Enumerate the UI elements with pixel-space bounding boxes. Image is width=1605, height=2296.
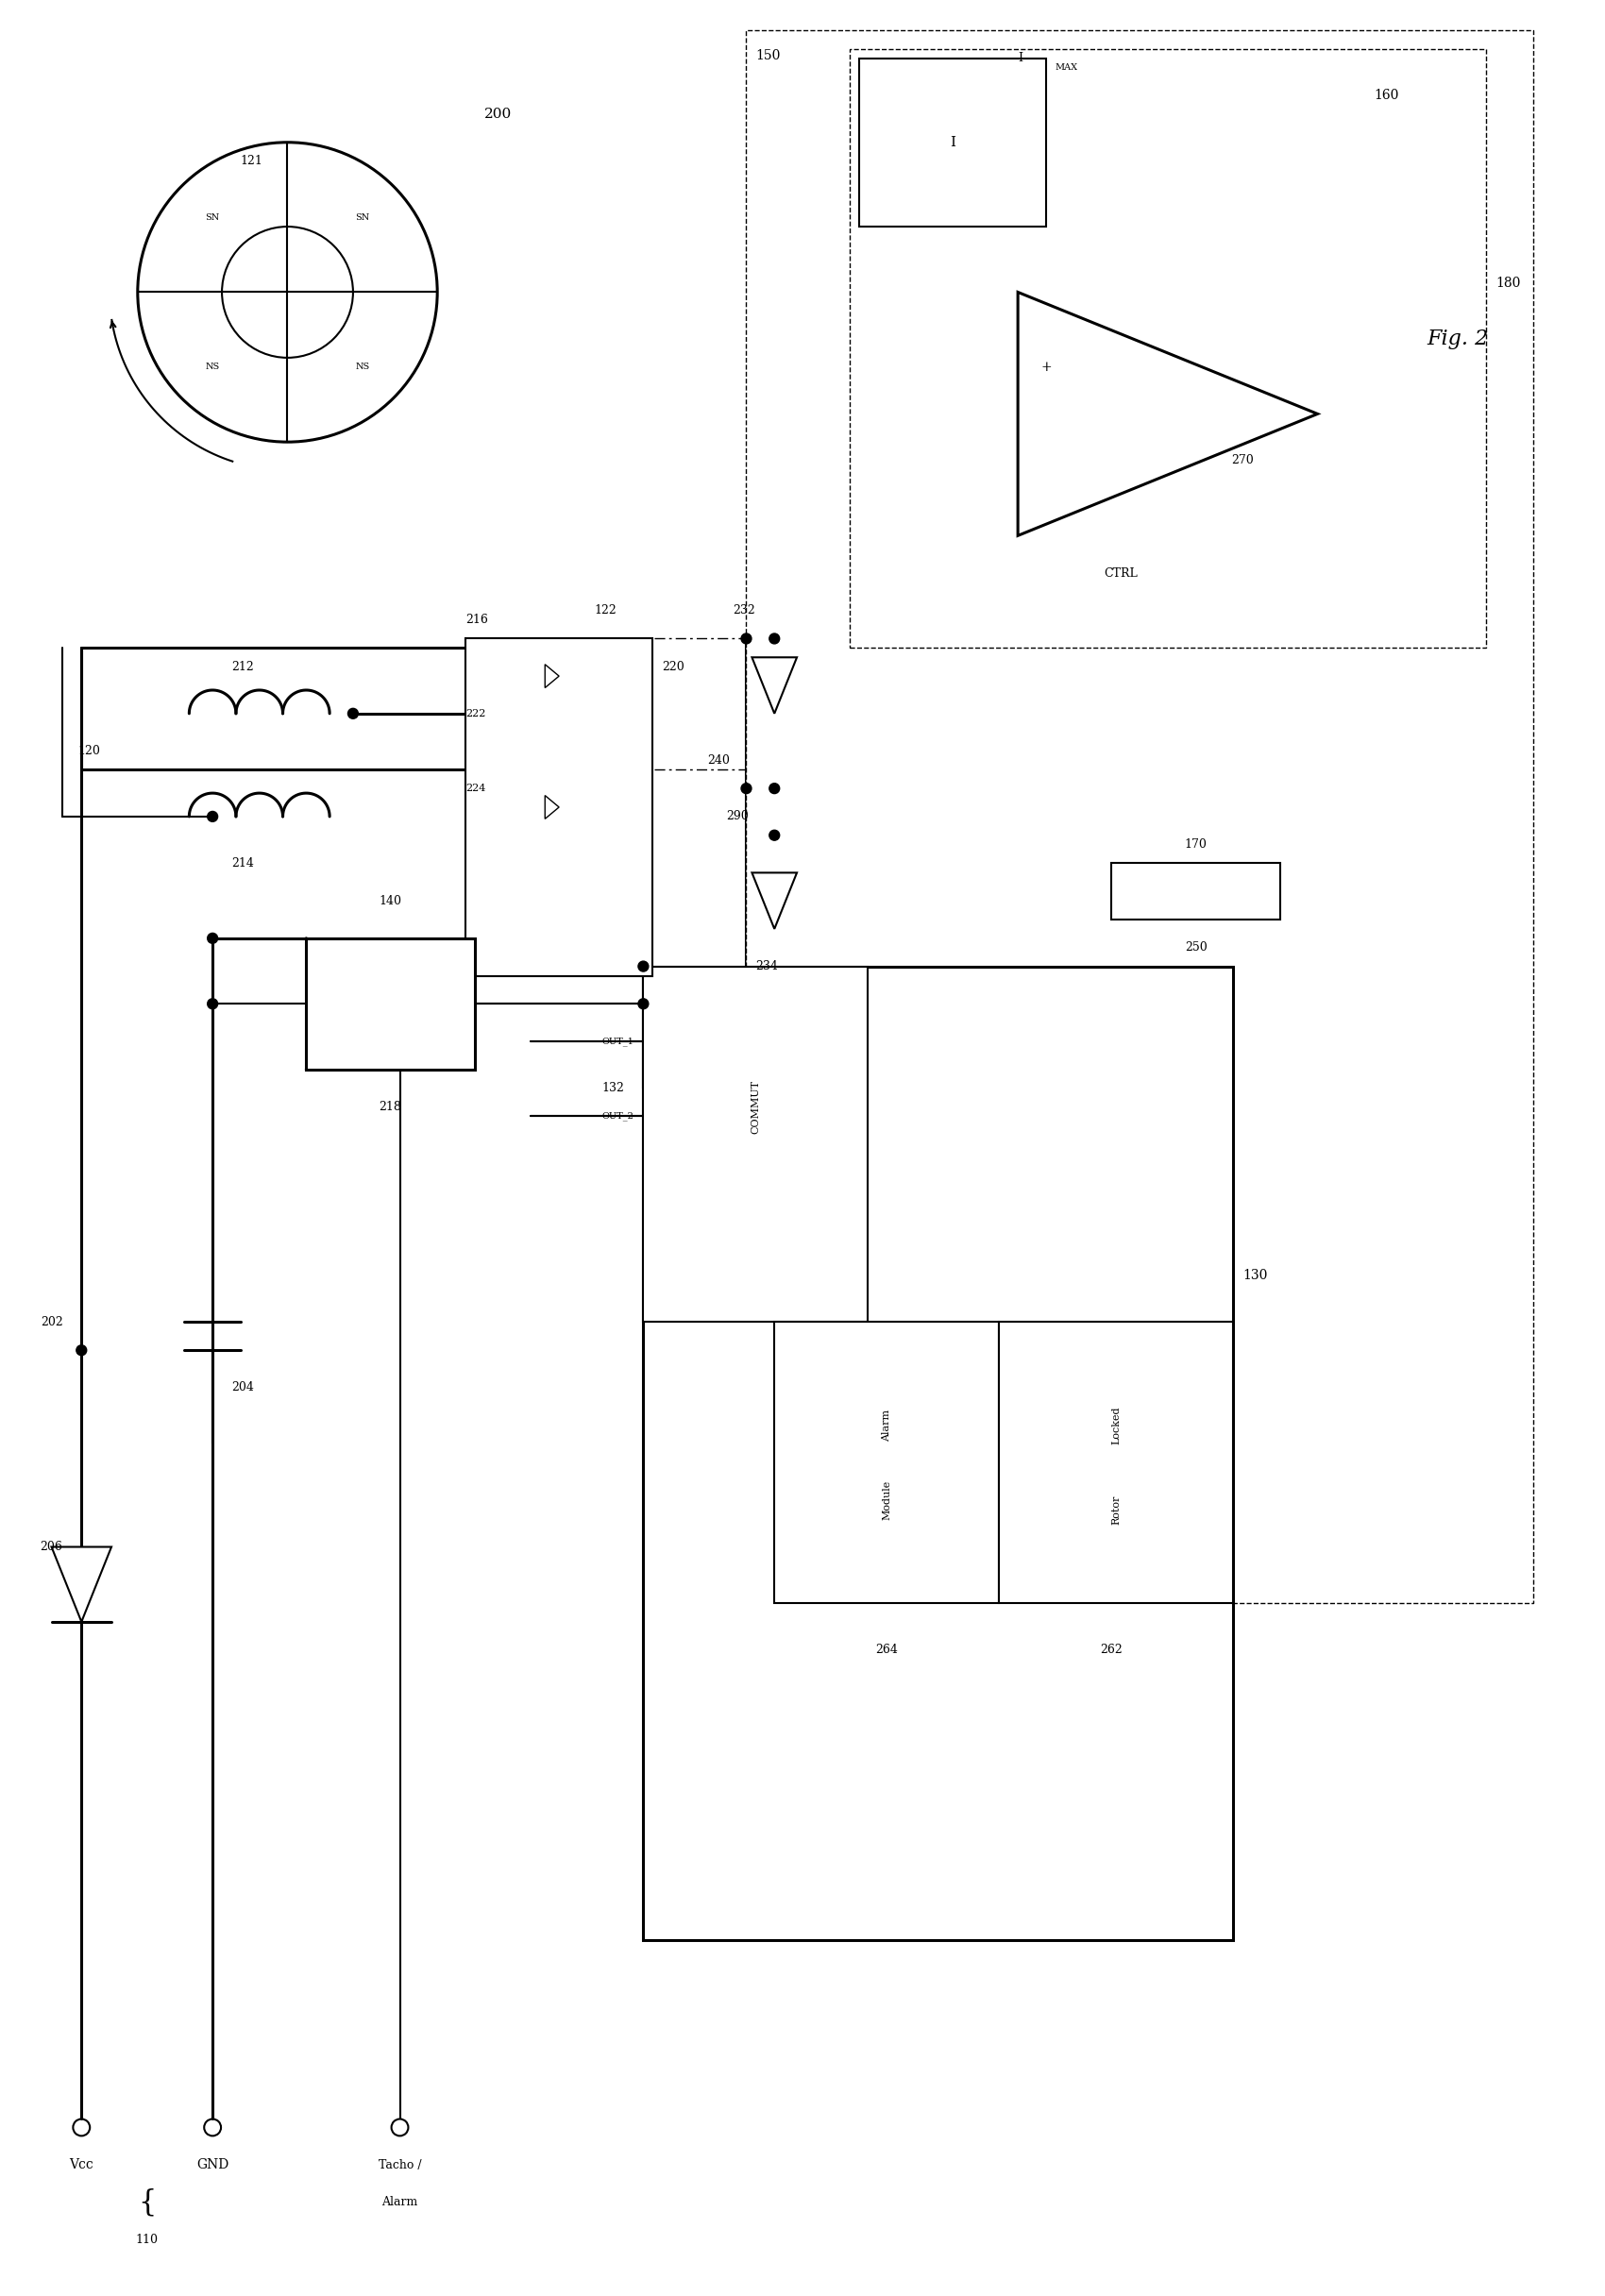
Text: Tacho /: Tacho /: [379, 2158, 422, 2172]
Text: 121: 121: [241, 154, 263, 168]
Text: CTRL: CTRL: [1104, 567, 1138, 579]
Text: 130: 130: [1242, 1270, 1268, 1281]
Text: 204: 204: [231, 1382, 254, 1394]
Text: 140: 140: [379, 895, 401, 907]
Bar: [1112, 863, 1281, 918]
Text: {: {: [138, 2188, 156, 2218]
Text: Vcc: Vcc: [69, 2158, 93, 2172]
Circle shape: [639, 999, 648, 1008]
Text: Fig. 2: Fig. 2: [1427, 328, 1489, 349]
Text: 214: 214: [231, 856, 254, 870]
Text: 216: 216: [465, 613, 488, 627]
Text: 262: 262: [1101, 1644, 1123, 1655]
Text: COMMUT: COMMUT: [751, 1079, 761, 1134]
Text: Locked: Locked: [1112, 1405, 1120, 1444]
Text: 240: 240: [706, 753, 730, 767]
Bar: [465, 638, 653, 976]
Text: 222: 222: [465, 709, 486, 719]
Circle shape: [348, 709, 358, 719]
Text: 232: 232: [733, 604, 756, 618]
Text: OUT_2: OUT_2: [602, 1111, 634, 1120]
Text: +: +: [1040, 360, 1051, 374]
Bar: [644, 967, 1233, 1940]
Circle shape: [769, 831, 780, 840]
Text: SN: SN: [205, 214, 220, 220]
Text: NS: NS: [205, 363, 220, 372]
Bar: [849, 48, 1486, 647]
Text: Alarm: Alarm: [382, 2197, 417, 2209]
Circle shape: [769, 783, 780, 794]
Bar: [774, 1322, 1000, 1603]
Text: 160: 160: [1374, 90, 1398, 101]
Text: OUT_1: OUT_1: [602, 1038, 634, 1045]
Text: 120: 120: [77, 744, 100, 758]
Text: 218: 218: [379, 1100, 401, 1114]
Bar: [644, 967, 868, 1322]
Text: I: I: [950, 135, 955, 149]
Bar: [859, 57, 1046, 227]
Circle shape: [207, 932, 218, 944]
Text: Alarm: Alarm: [883, 1410, 891, 1442]
Text: I: I: [1018, 53, 1022, 64]
Bar: [746, 30, 1533, 1603]
Text: SN: SN: [355, 214, 369, 220]
Circle shape: [207, 810, 218, 822]
Text: 150: 150: [756, 48, 780, 62]
Text: NS: NS: [355, 363, 369, 372]
Text: 202: 202: [40, 1316, 63, 1329]
Text: 132: 132: [602, 1081, 624, 1095]
Text: 264: 264: [875, 1644, 899, 1655]
Text: 270: 270: [1231, 455, 1254, 466]
Circle shape: [77, 1345, 87, 1355]
Text: MAX: MAX: [1056, 64, 1079, 71]
Text: 122: 122: [594, 604, 616, 618]
Text: GND: GND: [196, 2158, 230, 2172]
Text: 290: 290: [725, 810, 748, 822]
Text: 206: 206: [40, 1541, 63, 1552]
Text: 250: 250: [1184, 941, 1207, 953]
Bar: [1000, 1322, 1233, 1603]
Circle shape: [639, 962, 648, 971]
Circle shape: [207, 999, 218, 1008]
Text: Rotor: Rotor: [1112, 1495, 1120, 1525]
Text: 234: 234: [756, 960, 778, 974]
Text: 212: 212: [231, 661, 254, 673]
Circle shape: [742, 783, 751, 794]
Polygon shape: [51, 1548, 111, 1621]
Text: 200: 200: [485, 108, 512, 122]
Text: 180: 180: [1496, 276, 1520, 289]
Text: Module: Module: [883, 1481, 891, 1520]
Bar: [307, 939, 475, 1070]
Text: 170: 170: [1184, 838, 1207, 852]
Text: 220: 220: [661, 661, 684, 673]
Text: 110: 110: [136, 2234, 159, 2245]
Circle shape: [742, 634, 751, 643]
Circle shape: [769, 634, 780, 643]
Text: 224: 224: [465, 783, 486, 792]
